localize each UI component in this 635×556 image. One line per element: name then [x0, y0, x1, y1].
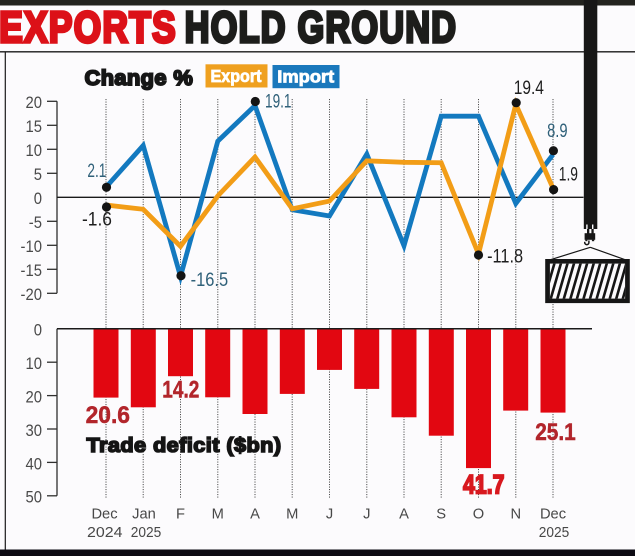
svg-text:2025: 2025 — [131, 524, 162, 541]
svg-text:5: 5 — [34, 167, 43, 185]
svg-text:-10: -10 — [21, 239, 43, 257]
svg-text:O: O — [473, 507, 484, 523]
svg-text:A: A — [250, 507, 260, 523]
svg-text:0: 0 — [34, 191, 43, 209]
svg-text:0: 0 — [34, 322, 43, 340]
svg-text:40: 40 — [25, 456, 42, 474]
svg-text:15: 15 — [25, 119, 42, 137]
svg-text:2024: 2024 — [87, 524, 123, 541]
svg-text:30: 30 — [25, 422, 42, 440]
svg-text:20: 20 — [25, 389, 42, 407]
svg-text:N: N — [510, 507, 521, 523]
svg-text:EXPORTS: EXPORTS — [0, 4, 177, 52]
svg-text:-20: -20 — [21, 287, 43, 305]
svg-text:-5: -5 — [29, 215, 42, 233]
svg-text:1.9: 1.9 — [559, 164, 578, 185]
svg-text:8.9: 8.9 — [547, 121, 568, 142]
svg-text:2.1: 2.1 — [87, 161, 106, 182]
svg-text:2025: 2025 — [539, 524, 570, 541]
svg-text:J: J — [326, 507, 333, 523]
svg-text:A: A — [399, 507, 409, 523]
svg-text:Import: Import — [277, 67, 334, 87]
svg-text:J: J — [363, 507, 370, 523]
svg-text:Jan: Jan — [132, 507, 156, 523]
svg-text:Dec: Dec — [540, 507, 566, 523]
svg-text:F: F — [176, 507, 185, 523]
svg-text:Dec: Dec — [91, 507, 117, 523]
svg-text:14.2: 14.2 — [162, 377, 199, 404]
svg-text:-11.8: -11.8 — [487, 247, 523, 268]
svg-text:10: 10 — [25, 355, 42, 373]
svg-text:Change %: Change % — [85, 66, 194, 90]
svg-text:-16.5: -16.5 — [191, 270, 229, 291]
svg-text:25.1: 25.1 — [535, 419, 576, 446]
svg-text:HOLD GROUND: HOLD GROUND — [185, 4, 458, 52]
svg-text:-15: -15 — [21, 263, 43, 281]
svg-text:M: M — [286, 507, 298, 523]
svg-text:-1.6: -1.6 — [82, 210, 112, 231]
svg-text:20.6: 20.6 — [86, 402, 130, 429]
svg-text:S: S — [436, 507, 446, 523]
svg-text:50: 50 — [25, 489, 42, 507]
svg-text:Export: Export — [211, 66, 262, 86]
svg-text:19.1: 19.1 — [265, 92, 292, 113]
svg-text:19.4: 19.4 — [514, 78, 545, 99]
svg-text:41.7: 41.7 — [463, 470, 505, 500]
svg-text:Trade deficit ($bn): Trade deficit ($bn) — [87, 434, 282, 457]
svg-text:10: 10 — [25, 143, 42, 161]
svg-text:M: M — [212, 507, 224, 523]
svg-text:20: 20 — [25, 95, 42, 113]
